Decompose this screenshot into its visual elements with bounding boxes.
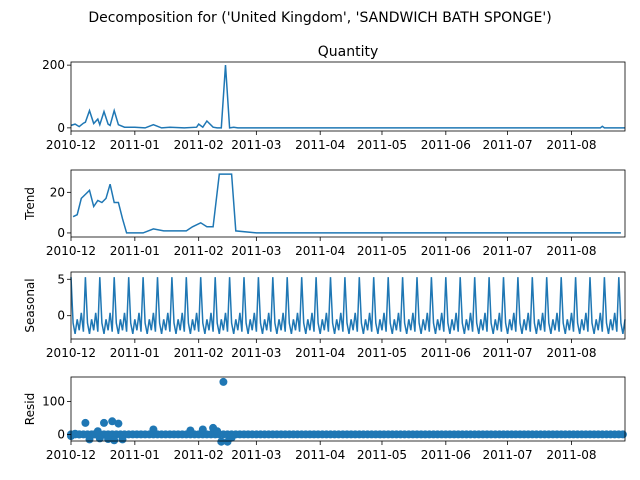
y-axis-label: Trend	[23, 187, 37, 221]
resid-point	[100, 418, 108, 427]
y-axis-label: Resid	[23, 393, 37, 425]
resid-point	[81, 418, 90, 427]
x-tick-label: 2011-06	[421, 244, 471, 258]
axes-frame	[70, 61, 626, 132]
x-tick-label: 2011-06	[421, 138, 471, 152]
x-tick-label: 2011-05	[357, 448, 407, 462]
x-tick-label: 2011-04	[295, 244, 345, 258]
x-tick-label: 2010-12	[46, 448, 96, 462]
x-tick-label: 2010-12	[46, 244, 96, 258]
x-tick-label: 2011-03	[231, 346, 281, 360]
x-tick-label: 2011-02	[174, 244, 224, 258]
resid-point	[118, 435, 127, 444]
resid-point	[95, 434, 104, 443]
x-tick-label: 2011-06	[421, 448, 471, 462]
x-tick-label: 2011-07	[483, 138, 533, 152]
y-tick-label: 5	[57, 272, 65, 286]
x-tick-label: 2011-07	[483, 448, 533, 462]
x-tick-label: 2011-03	[231, 448, 281, 462]
x-tick-label: 2011-01	[110, 244, 160, 258]
x-tick-label: 2011-02	[174, 448, 224, 462]
x-tick-label: 2010-12	[46, 346, 96, 360]
resid-point	[217, 437, 226, 446]
trend-series-line	[72, 173, 621, 234]
panel-2: 0 20 2010-12 2011-01 2011-02 2011-03 2011-04 20…	[23, 169, 626, 258]
x-tick-label: 2011-03	[231, 244, 281, 258]
axes-frame	[70, 271, 626, 340]
x-tick-label: 2011-07	[483, 346, 533, 360]
y-tick-label: 100	[42, 395, 65, 409]
x-tick-label: 2011-04	[295, 346, 345, 360]
x-tick-label: 2011-08	[546, 448, 596, 462]
panel-title: Quantity	[318, 44, 379, 60]
x-tick-label: 2011-04	[295, 138, 345, 152]
x-tick-label: 2011-05	[357, 244, 407, 258]
x-tick-label: 2011-02	[174, 138, 224, 152]
x-tick-label: 2010-12	[46, 138, 96, 152]
y-tick-label: 200	[42, 58, 65, 72]
figure-suptitle: Decomposition for ('United Kingdom', 'SA…	[88, 10, 551, 26]
panel-3: 0 5 2010-12 2011-01 2011-02 2011-03 2011-04 201…	[23, 271, 626, 360]
resid-point	[149, 425, 158, 434]
x-tick-label: 2011-06	[421, 346, 471, 360]
x-tick-label: 2011-01	[110, 346, 160, 360]
resid-point	[186, 426, 195, 435]
resid-point	[213, 427, 222, 436]
axes-frame	[70, 169, 626, 238]
y-tick-label: 0	[57, 226, 65, 240]
x-tick-label: 2011-05	[357, 138, 407, 152]
y-tick-label: 0	[57, 427, 65, 441]
resid-point	[198, 425, 207, 434]
panel-4: 0 100 2010-12 2011-01 2011-02 2011-03 2011-04 2…	[23, 376, 627, 462]
y-tick-label: 0	[57, 121, 65, 135]
resid-point	[110, 436, 119, 445]
x-tick-label: 2011-08	[546, 138, 596, 152]
x-tick-label: 2011-08	[546, 244, 596, 258]
x-tick-label: 2011-01	[110, 138, 160, 152]
seasonal-series-line	[70, 277, 626, 335]
x-tick-label: 2011-01	[110, 448, 160, 462]
x-tick-label: 2011-05	[357, 346, 407, 360]
axes-frame	[70, 376, 626, 442]
y-axis-label: Seasonal	[23, 278, 37, 332]
resid-point	[75, 430, 84, 439]
x-tick-label: 2011-04	[295, 448, 345, 462]
resid-point	[93, 427, 102, 436]
resid-point	[219, 377, 228, 386]
y-tick-label: 20	[50, 185, 65, 199]
resid-point	[227, 433, 236, 442]
x-tick-label: 2011-07	[483, 244, 533, 258]
x-tick-label: 2011-08	[546, 346, 596, 360]
resid-point	[108, 417, 117, 426]
quantity-series-line	[70, 65, 625, 129]
y-tick-label: 0	[57, 309, 65, 323]
x-tick-label: 2011-03	[231, 138, 281, 152]
x-tick-label: 2011-02	[174, 346, 224, 360]
panel-1: 0 200 2010-12 2011-01 2011-02 2011-03 2011-04 2…	[42, 44, 626, 152]
resid-point	[618, 430, 627, 439]
resid-point	[114, 419, 123, 428]
